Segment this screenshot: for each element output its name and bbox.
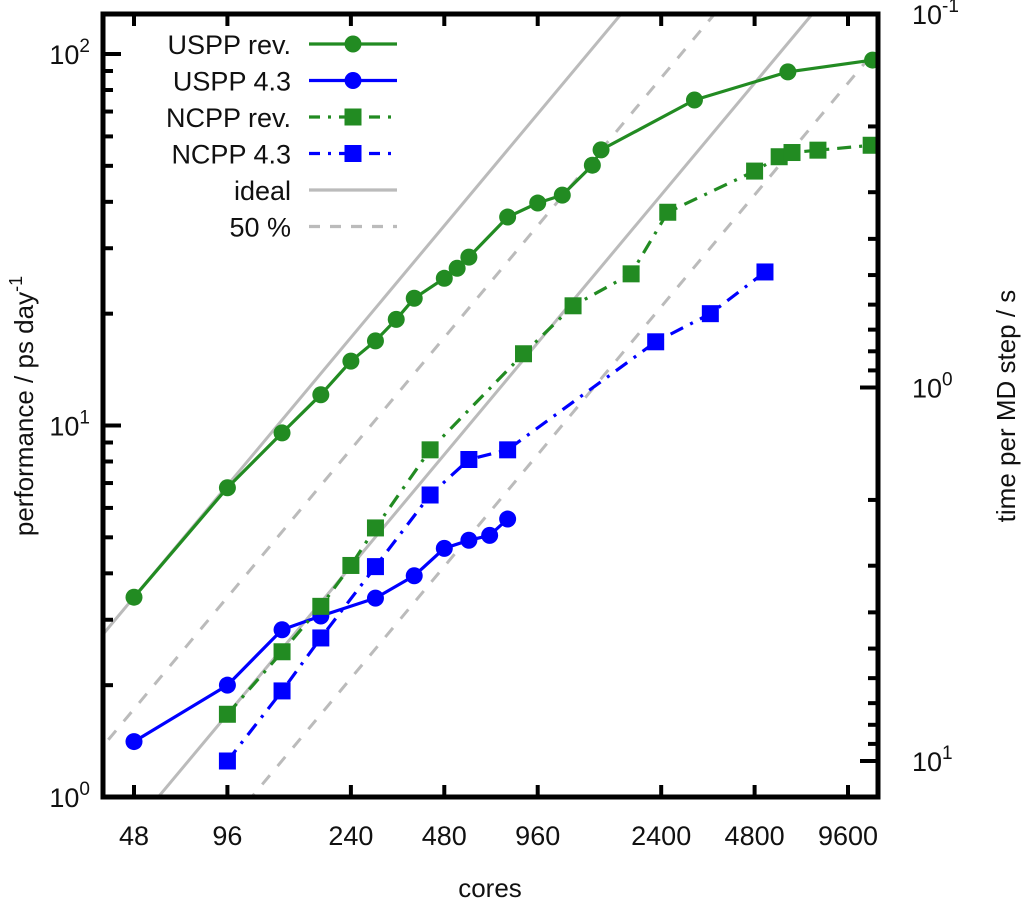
- data-point-circle: [435, 539, 453, 557]
- legend-marker-circle: [344, 72, 362, 89]
- data-point-square: [218, 705, 236, 723]
- data-point-square: [809, 141, 827, 159]
- legend-label: USPP rev.: [167, 30, 291, 60]
- data-point-square: [366, 519, 384, 537]
- data-point-square: [756, 263, 774, 281]
- legend: USPP rev. USPP 4.3 NCPP rev. NCPP 4.3 ideal 5…: [112, 24, 408, 246]
- data-point-circle: [405, 289, 423, 307]
- data-point-circle: [448, 259, 466, 277]
- data-point-circle: [499, 510, 517, 528]
- data-point-circle: [125, 733, 143, 751]
- data-point-circle: [218, 676, 236, 694]
- data-point-circle: [864, 51, 878, 69]
- data-point-circle: [460, 248, 478, 266]
- data-point-square: [273, 682, 291, 700]
- legend-label: ideal: [234, 176, 291, 206]
- series-uspp-4-3: [125, 510, 517, 751]
- y2-axis-ticks: 10-1 100 101: [860, 0, 959, 777]
- data-point-square: [862, 136, 878, 154]
- series-line: [226, 270, 766, 762]
- data-series: [125, 51, 878, 770]
- fifty-percent-line: [249, 44, 878, 797]
- series-ncpp-4-3: [218, 263, 774, 770]
- series-uspp-rev: [125, 51, 878, 606]
- x-tick-label: 9600: [818, 821, 878, 851]
- data-point-circle: [529, 194, 547, 212]
- data-point-square: [421, 486, 439, 504]
- legend-marker-square: [344, 108, 362, 126]
- data-point-circle: [342, 352, 360, 370]
- data-point-circle: [779, 63, 797, 81]
- data-point-square: [366, 558, 384, 576]
- data-point-square: [746, 162, 764, 180]
- data-point-square: [312, 597, 330, 615]
- data-point-square: [783, 144, 801, 162]
- data-point-square: [564, 297, 582, 315]
- data-point-square: [770, 148, 788, 166]
- legend-label: NCPP 4.3: [171, 140, 291, 170]
- data-point-square: [460, 450, 478, 468]
- y-tick-label: 102: [49, 36, 90, 70]
- data-point-square: [218, 752, 236, 770]
- x-tick-label: 4800: [725, 821, 785, 851]
- data-point-circle: [685, 91, 703, 109]
- data-point-square: [499, 441, 517, 459]
- data-point-square: [273, 643, 291, 661]
- data-point-circle: [387, 310, 405, 328]
- y-tick-label: 100: [49, 779, 90, 813]
- data-point-circle: [481, 526, 499, 544]
- data-point-circle: [366, 589, 384, 607]
- data-point-circle: [218, 479, 236, 497]
- legend-label: USPP 4.3: [173, 67, 291, 97]
- series-line: [133, 517, 509, 743]
- legend-marker-square: [344, 145, 362, 162]
- x-tick-label: 48: [119, 821, 149, 851]
- y-tick-label: 101: [49, 408, 90, 442]
- data-point-square: [647, 333, 665, 351]
- data-point-square: [659, 203, 677, 221]
- data-point-square: [701, 305, 719, 323]
- ideal-line: [156, 14, 815, 797]
- data-point-circle: [366, 332, 384, 350]
- legend-marker-circle: [344, 35, 362, 53]
- y2-tick-label: 100: [912, 370, 953, 404]
- axes-frame: [100, 11, 881, 800]
- data-point-circle: [435, 269, 453, 287]
- legend-label: NCPP rev.: [166, 103, 291, 133]
- y-axis-ticks: 100 101 102: [49, 36, 121, 813]
- data-point-circle: [460, 531, 478, 549]
- data-point-square: [622, 265, 640, 283]
- fifty-percent-line: [103, 14, 717, 749]
- data-point-circle: [273, 621, 291, 639]
- y2-tick-label: 10-1: [912, 0, 959, 30]
- x-tick-label: 2400: [631, 821, 691, 851]
- x-tick-label: 960: [515, 821, 560, 851]
- legend-background: [112, 24, 408, 246]
- data-point-circle: [405, 567, 423, 585]
- data-point-square: [312, 629, 330, 647]
- data-point-circle: [312, 386, 330, 404]
- x-tick-label: 480: [422, 821, 467, 851]
- data-point-square: [421, 441, 439, 459]
- y2-tick-label: 101: [912, 743, 953, 777]
- data-point-circle: [125, 588, 143, 606]
- data-point-circle: [273, 424, 291, 442]
- plot-border: [100, 11, 881, 800]
- data-point-square: [342, 556, 360, 574]
- x-axis-ticks: 48 96 240 480 960 2400 4800 9600: [119, 14, 878, 851]
- series-ncpp-rev: [218, 136, 878, 723]
- data-point-circle: [499, 208, 517, 226]
- x-axis-label: cores: [458, 873, 522, 902]
- legend-label: 50 %: [229, 213, 291, 243]
- data-point-circle: [583, 156, 601, 174]
- y2-axis-label: time per MD step / s: [991, 290, 1021, 523]
- data-point-circle: [592, 141, 610, 159]
- x-tick-label: 96: [212, 821, 242, 851]
- data-point-circle: [553, 186, 571, 204]
- x-tick-label: 240: [328, 821, 373, 851]
- data-point-square: [515, 345, 533, 363]
- y-axis-label: performance / ps day-1: [6, 276, 39, 536]
